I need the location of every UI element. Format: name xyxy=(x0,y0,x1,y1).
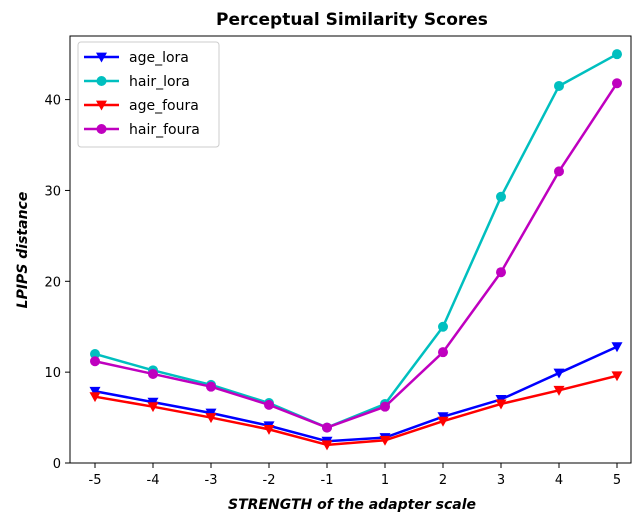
data-point xyxy=(148,368,158,379)
data-point xyxy=(147,402,159,413)
data-point xyxy=(90,356,100,367)
data-point xyxy=(380,401,390,412)
legend-item: hair_foura xyxy=(84,122,200,138)
data-point xyxy=(611,371,623,382)
y-axis-label: LPIPS distance xyxy=(15,192,31,309)
data-point xyxy=(263,424,275,435)
legend-marker xyxy=(96,52,107,63)
x-tick-label: -5 xyxy=(89,473,102,488)
data-point xyxy=(205,413,217,424)
x-axis-label: STRENGTH of the adapter scale xyxy=(228,497,476,513)
data-point xyxy=(554,166,564,177)
x-tick-label: -4 xyxy=(147,473,160,488)
legend-item: age_lora xyxy=(84,50,189,66)
data-point xyxy=(321,440,333,451)
legend-box xyxy=(77,41,220,148)
legend: age_lora hair_lora age_foura hair_foura xyxy=(77,41,220,148)
legend-marker xyxy=(96,76,107,86)
data-point xyxy=(611,342,623,353)
data-point xyxy=(553,385,565,396)
series-line xyxy=(94,374,618,447)
data-point xyxy=(89,392,101,403)
series-layer xyxy=(89,49,623,451)
legend-item: hair_lora xyxy=(84,74,190,90)
data-point xyxy=(495,399,507,410)
series-line xyxy=(94,345,618,443)
x-tick-label: 2 xyxy=(439,473,447,488)
x-axis: -5 -4 -3 -2 -1 1 2 3 4 5 xyxy=(89,463,621,488)
legend-item: age_foura xyxy=(84,98,199,114)
data-point xyxy=(612,49,622,60)
y-axis: 0 10 20 30 40 xyxy=(44,94,70,472)
x-tick-label: -3 xyxy=(205,473,218,488)
data-point xyxy=(206,381,216,392)
legend-label: hair_lora xyxy=(129,74,190,90)
chart-title: Perceptual Similarity Scores xyxy=(216,10,488,30)
data-point xyxy=(379,435,391,446)
x-tick-label: -2 xyxy=(263,473,276,488)
y-tick-label: 30 xyxy=(44,184,61,199)
y-tick-label: 0 xyxy=(53,457,61,472)
y-tick-label: 20 xyxy=(44,275,61,290)
data-point xyxy=(322,422,332,433)
y-tick-label: 10 xyxy=(44,366,61,381)
x-tick-label: 5 xyxy=(613,473,621,488)
data-point xyxy=(612,78,622,89)
x-tick-label: 3 xyxy=(497,473,505,488)
legend-label: age_lora xyxy=(129,50,189,66)
data-point xyxy=(90,348,100,359)
legend-marker xyxy=(96,124,107,134)
series-hair-foura xyxy=(90,78,622,433)
data-point xyxy=(438,347,448,358)
legend-label: hair_foura xyxy=(129,122,200,138)
data-point xyxy=(496,267,506,278)
data-point xyxy=(437,416,449,427)
x-tick-label: 4 xyxy=(555,473,563,488)
series-age-foura xyxy=(89,371,623,451)
data-point xyxy=(553,368,565,379)
plot-area xyxy=(69,35,632,464)
series-line xyxy=(94,82,619,429)
data-point xyxy=(554,80,564,91)
data-point xyxy=(496,191,506,202)
x-tick-label: -1 xyxy=(321,473,334,488)
data-point xyxy=(438,321,448,332)
series-line xyxy=(94,53,618,429)
legend-label: age_foura xyxy=(129,98,199,114)
data-point xyxy=(264,399,274,410)
data-point xyxy=(89,386,101,397)
y-tick-label: 40 xyxy=(44,94,61,109)
x-tick-label: 1 xyxy=(381,473,389,488)
legend-marker xyxy=(96,100,107,111)
